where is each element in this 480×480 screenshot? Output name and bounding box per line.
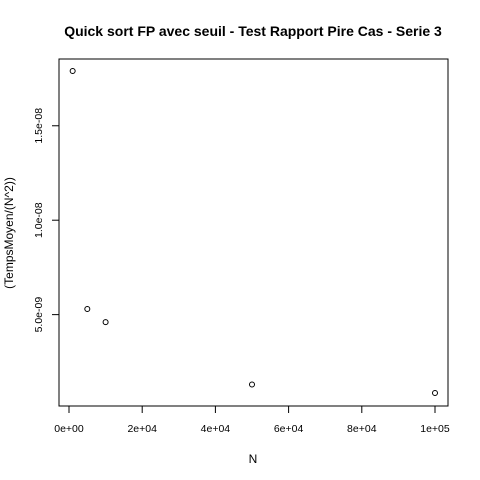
y-tick-label: 5.0e-09 (33, 297, 45, 333)
data-point (84, 305, 91, 312)
x-tick-label: 1e+05 (420, 423, 450, 435)
data-point (249, 381, 255, 388)
data-point (432, 390, 438, 396)
y-axis: 5.0e-09 1.0e-08 1.5e-08 (33, 108, 60, 333)
plot-area-frame (58, 58, 449, 407)
x-tick-label: 0e+00 (54, 423, 84, 435)
data-point (102, 319, 109, 326)
chart-title: Quick sort FP avec seuil - Test Rapport … (64, 23, 442, 39)
y-tick-label: 1.5e-08 (33, 108, 45, 144)
x-tick-label: 4e+04 (201, 423, 231, 435)
y-axis-label: (TempsMoyen/(N^2)) (2, 177, 16, 289)
data-points (69, 68, 438, 396)
x-tick-label: 6e+04 (274, 423, 304, 435)
x-axis-label: N (249, 452, 258, 466)
x-axis: 0e+00 2e+04 4e+04 6e+04 8e+04 1e+05 (54, 405, 450, 435)
y-tick-label: 1.0e-08 (33, 202, 45, 238)
x-tick-label: 2e+04 (127, 423, 157, 435)
x-tick-label: 8e+04 (347, 423, 377, 435)
data-point (69, 68, 76, 74)
